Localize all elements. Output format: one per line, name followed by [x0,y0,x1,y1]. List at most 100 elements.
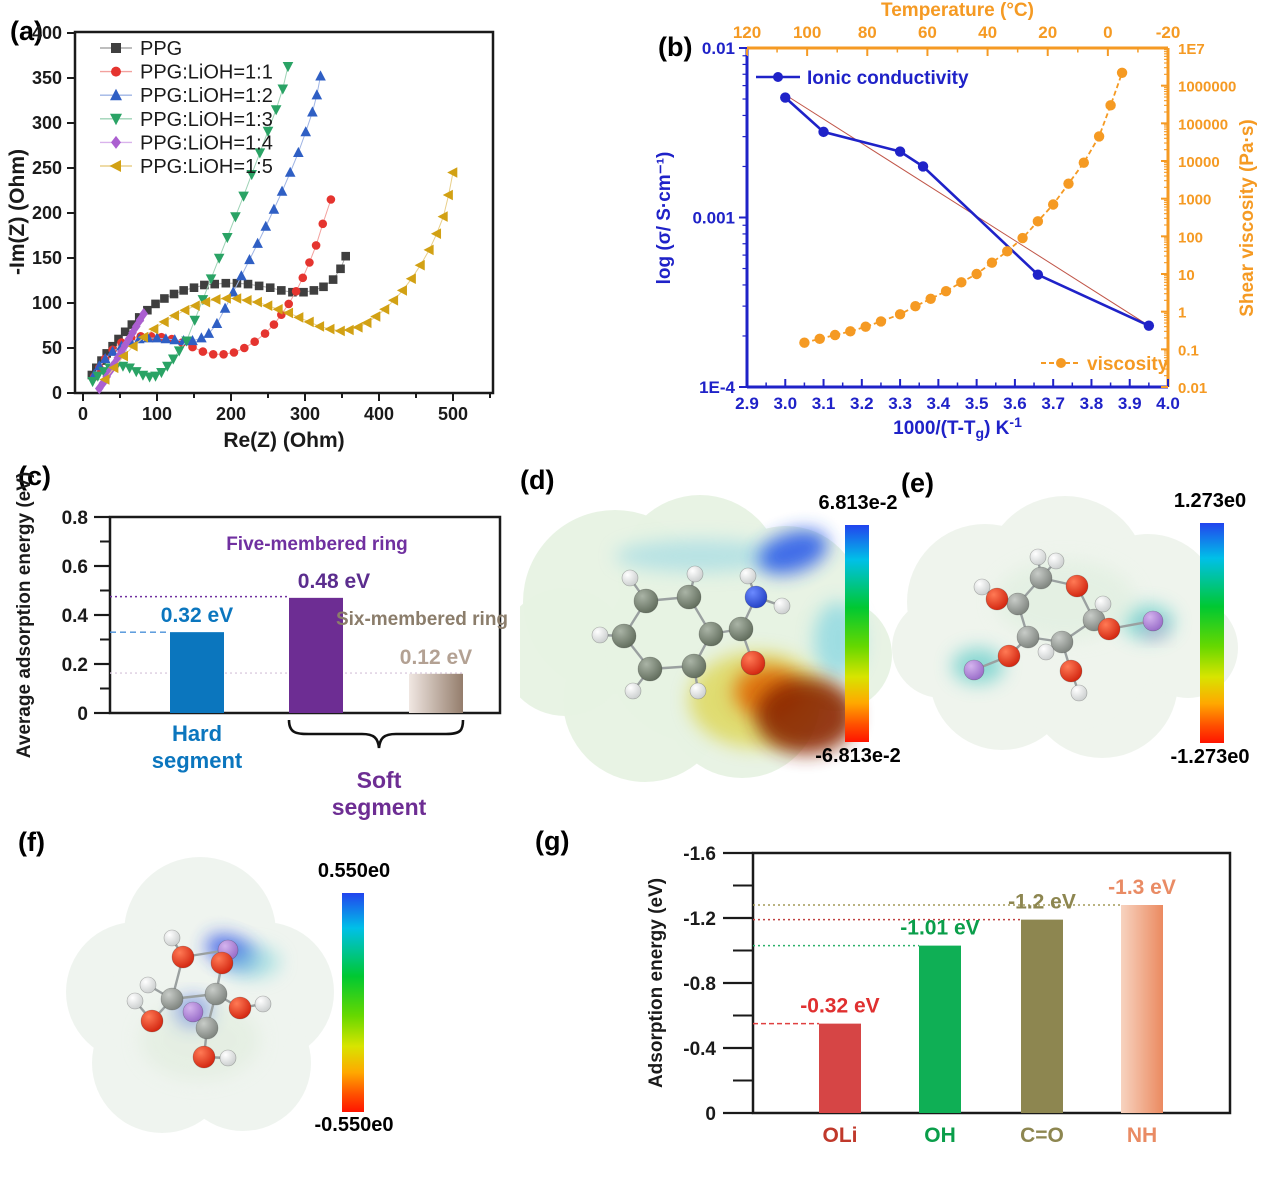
chart-text: 0.48 eV [298,570,370,593]
legend-item-PPG:LiOH=1:2: PPG:LiOH=1:2 [100,85,273,107]
chart-shape [1032,216,1044,227]
atom-H [1029,548,1047,566]
chart-shape [860,321,871,332]
atom-O [740,650,766,676]
chart-shape [252,237,263,248]
chart-text: -1.2 eV [1008,891,1076,914]
chart-shape [111,66,121,77]
chart-text: PPG:LiOH=1:5 [140,156,273,178]
panel-label-b: (b) [658,32,693,62]
panel-label-a: (a) [10,16,43,46]
chart-text: 0.1 [1178,342,1199,359]
chart-shape [189,300,200,311]
atom-H [686,565,704,583]
chart-text: OH [924,1124,956,1147]
chart-shape [150,371,161,382]
chart-shape [272,304,283,315]
benzamide-esp-surface [520,495,892,782]
chart-shape [423,244,434,256]
atom-H [689,682,707,700]
chart-shape [309,286,319,295]
chart-shape [986,257,998,268]
chart-text: NH [1127,1124,1157,1147]
chart-shape [910,300,921,312]
chart-text: 250 [32,158,62,178]
chart-shape [409,673,463,713]
chart-shape [341,251,350,261]
chart-shape [219,302,231,313]
chart-shape [241,295,252,306]
chart-shape [196,332,207,343]
chart-text: 20 [1038,23,1057,42]
atom-H [1070,684,1088,702]
chart-text: 3.3 [888,394,912,413]
atom-H [1037,643,1055,661]
chart-shape [148,323,159,335]
chart-shape [615,540,785,572]
chart-shape [437,211,448,222]
chart-shape [1078,157,1090,168]
chart-shape [1093,131,1105,142]
chart-text: 0 [78,404,88,424]
chart-shape [1200,523,1224,743]
chart-shape [756,678,856,754]
chart-shape [1047,199,1059,210]
chart-text: 0.001 [692,209,735,228]
chart-shape [137,331,148,343]
chart-shape [231,293,242,304]
chart-shape [780,92,791,103]
panel-g-plot: 0 -0.4 -0.8 -1.2 -1.6 Adsorption energy (eV) -… [646,844,1232,1147]
chart-text: 2.9 [735,394,759,413]
chart-shape [334,325,345,337]
chart-shape [293,146,304,157]
chart-shape [158,316,169,328]
chart-shape [361,317,372,329]
chart-text: 0.6 [62,557,88,578]
chart-shape [919,945,961,1113]
chart-shape [1105,100,1116,111]
atom-Cg [1016,625,1040,649]
chart-shape [875,316,887,327]
chart-shape [107,345,118,356]
chart-shape [181,336,192,347]
atom-H [254,995,272,1013]
atom-Cg [1029,566,1053,590]
panel-label-c: (c) [18,461,51,491]
chart-shape [221,278,231,288]
chart-shape [238,191,249,202]
chart-shape [352,322,363,333]
chart-text: -6.813e-2 [815,745,901,767]
chart-text: 3.1 [812,394,836,413]
atom-H [739,567,757,585]
chart-shape [179,304,190,316]
atom-Cg [1006,592,1030,616]
chart-text: 3.9 [1118,394,1142,413]
chart-text: 1000/(T-T [893,418,976,439]
chart-text: -1.3 eV [1108,876,1176,899]
chart-text: PPG:LiOH=1:4 [140,132,273,154]
chart-shape [244,254,255,265]
chart-text: 150 [32,248,62,268]
chart-shape [254,281,264,291]
chart-shape [328,275,338,284]
colorbar: 0.550e0 -0.550e0 [315,860,394,1136]
chart-shape [220,293,231,304]
atom-O [210,951,234,975]
legend-item-PPG:LiOH=1:1: PPG:LiOH=1:1 [100,62,273,84]
chart-shape [213,253,225,264]
chart-shape [130,367,142,378]
chart-shape [117,350,128,362]
chart-text: 1 [1178,305,1186,322]
chart-shape [98,377,108,389]
atom-H [1094,595,1112,613]
chart-shape [370,311,381,322]
atom-N [744,585,768,609]
chart-shape [785,94,1150,327]
chart-text: 3.2 [850,394,874,413]
chart-shape [276,185,288,196]
chart-shape [124,363,135,374]
atom-Li [182,1001,204,1023]
chart-shape [203,327,215,338]
chart-shape [254,148,266,159]
chart-shape [784,96,1150,327]
